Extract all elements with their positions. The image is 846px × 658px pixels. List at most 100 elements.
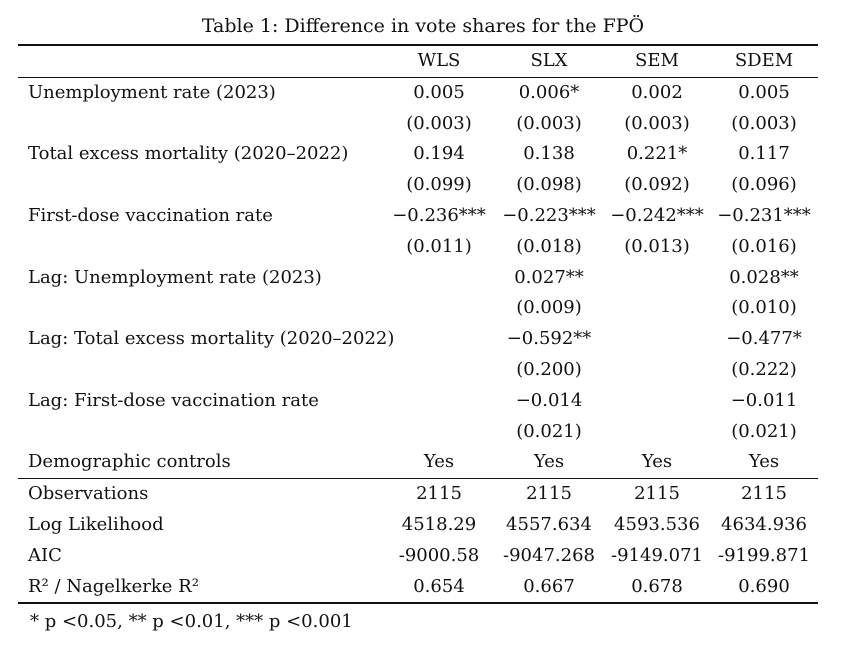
table-cell: (0.099) bbox=[406, 174, 472, 196]
header-cell-slx: SLX bbox=[494, 43, 604, 78]
table-cell: 4634.936 bbox=[721, 513, 807, 535]
header-cell-sdem: SDEM bbox=[710, 43, 818, 78]
row-label: Log Likelihood bbox=[28, 513, 164, 535]
table-cell bbox=[604, 417, 710, 448]
table-cell: 0.002 bbox=[604, 76, 710, 109]
table-cell: (0.010) bbox=[731, 297, 797, 319]
row-label bbox=[18, 293, 384, 324]
table-cell: 0.006* bbox=[494, 76, 604, 109]
row-label: Lag: Total excess mortality (2020–2022) bbox=[28, 328, 395, 350]
table-cell: 0.005 bbox=[384, 76, 494, 109]
table-cell: -9047.268 bbox=[503, 544, 595, 566]
significance-notes: * p <0.05, ** p <0.01, *** p <0.001 bbox=[30, 611, 353, 632]
table-cell bbox=[604, 263, 710, 294]
table-cell: 0.221* bbox=[626, 143, 688, 165]
table-cell: −0.011 bbox=[730, 389, 798, 411]
table-cell: 0.005 bbox=[710, 76, 818, 109]
row-label bbox=[18, 109, 384, 140]
table-cell: 0.194 bbox=[413, 143, 465, 165]
table-cell: 0.690 bbox=[710, 571, 818, 605]
row-label: R² / Nagelkerke R² bbox=[18, 571, 384, 605]
table-cell: (0.003) bbox=[516, 112, 582, 134]
table-cell: −0.592** bbox=[506, 328, 592, 350]
table-cell: (0.009) bbox=[516, 297, 582, 319]
row-label: Lag: Unemployment rate (2023) bbox=[28, 266, 322, 288]
table-row: Unemployment rate (2023) 0.005 0.006* 0.002… bbox=[18, 76, 818, 109]
table-cell: 2115 bbox=[604, 478, 710, 510]
row-label bbox=[18, 417, 384, 448]
table-caption: Table 1: Difference in vote shares for t… bbox=[201, 15, 645, 37]
row-label: Unemployment rate (2023) bbox=[18, 76, 384, 109]
table-row: (0.200) (0.222) bbox=[18, 355, 818, 386]
table-cell: (0.200) bbox=[516, 358, 582, 380]
table-cell: (0.003) bbox=[731, 112, 797, 134]
row-label bbox=[18, 232, 384, 263]
table-row: (0.021) (0.021) bbox=[18, 417, 818, 448]
table-cell: (0.003) bbox=[406, 112, 472, 134]
row-label: Lag: First-dose vaccination rate bbox=[28, 389, 319, 411]
row-label bbox=[18, 170, 384, 201]
header-cell-sem: SEM bbox=[604, 43, 710, 78]
table-cell: Yes bbox=[423, 451, 455, 473]
row-label: Total excess mortality (2020–2022) bbox=[28, 143, 349, 165]
table-cell bbox=[384, 386, 494, 417]
table-cell: Yes bbox=[533, 451, 565, 473]
table-cell: −0.014 bbox=[515, 389, 583, 411]
table-cell bbox=[384, 263, 494, 294]
table-cell: (0.003) bbox=[624, 112, 690, 134]
row-label: AIC bbox=[28, 544, 62, 566]
table-cell: −0.477* bbox=[726, 328, 802, 350]
table-cell: 4557.634 bbox=[506, 513, 592, 535]
table-row: (0.003) (0.003) (0.003) (0.003) bbox=[18, 109, 818, 140]
table-cell: (0.021) bbox=[731, 420, 797, 442]
table-cell: −0.236*** bbox=[392, 204, 486, 226]
row-label: First-dose vaccination rate bbox=[28, 204, 273, 226]
stats-row: Log Likelihood 4518.29 4557.634 4593.536 463… bbox=[18, 510, 818, 541]
table-row: Lag: Total excess mortality (2020–2022) −… bbox=[18, 324, 818, 355]
table-cell: 0.654 bbox=[384, 571, 494, 605]
row-label bbox=[18, 355, 384, 386]
table-cell bbox=[384, 324, 494, 355]
stats-row: Observations 2115 2115 2115 2115 bbox=[18, 478, 818, 510]
table-cell: (0.018) bbox=[516, 235, 582, 257]
table-cell: (0.021) bbox=[516, 420, 582, 442]
table-cell bbox=[384, 417, 494, 448]
table-cell bbox=[604, 386, 710, 417]
regression-table: WLS SLX SEM SDEM Unemployment rate (2023… bbox=[18, 43, 818, 605]
table-cell: Yes bbox=[748, 451, 780, 473]
table-cell: (0.222) bbox=[731, 358, 797, 380]
table-row: (0.011) (0.018) (0.013) (0.016) bbox=[18, 232, 818, 263]
table-cell: (0.098) bbox=[516, 174, 582, 196]
table-cell bbox=[604, 293, 710, 324]
table-row: Demographic controls Yes Yes Yes Yes bbox=[18, 447, 818, 478]
table-row: First-dose vaccination rate −0.236*** −0.2… bbox=[18, 201, 818, 232]
table-row: Lag: Unemployment rate (2023) 0.027** 0.02… bbox=[18, 263, 818, 294]
table-cell: 0.027** bbox=[514, 266, 584, 288]
table-cell: Yes bbox=[641, 451, 673, 473]
table-cell: −0.242*** bbox=[610, 204, 704, 226]
table-cell: 0.678 bbox=[604, 571, 710, 605]
stats-row: AIC -9000.58 -9047.268 -9149.071 -9199.871 bbox=[18, 541, 818, 572]
table-cell: 2115 bbox=[710, 478, 818, 510]
table-cell: (0.011) bbox=[406, 235, 472, 257]
table-cell bbox=[384, 293, 494, 324]
table-cell: -9199.871 bbox=[718, 544, 810, 566]
row-label: Observations bbox=[18, 478, 384, 510]
stats-row: R² / Nagelkerke R² 0.654 0.667 0.678 0.690 bbox=[18, 571, 818, 605]
row-label: Demographic controls bbox=[28, 451, 231, 473]
table-row: (0.009) (0.010) bbox=[18, 293, 818, 324]
table-row: Total excess mortality (2020–2022) 0.194 0… bbox=[18, 139, 818, 170]
table-cell: 0.138 bbox=[523, 143, 575, 165]
table-cell: 0.028** bbox=[729, 266, 799, 288]
table-cell: 4518.29 bbox=[401, 513, 477, 535]
table-cell bbox=[604, 355, 710, 386]
table-cell bbox=[384, 355, 494, 386]
table-cell: 2115 bbox=[494, 478, 604, 510]
table-cell: 0.667 bbox=[494, 571, 604, 605]
table-cell: 4593.536 bbox=[614, 513, 700, 535]
table-cell: −0.231*** bbox=[717, 204, 811, 226]
table-cell: (0.016) bbox=[731, 235, 797, 257]
table-row: (0.099) (0.098) (0.092) (0.096) bbox=[18, 170, 818, 201]
table-cell: -9000.58 bbox=[398, 544, 480, 566]
